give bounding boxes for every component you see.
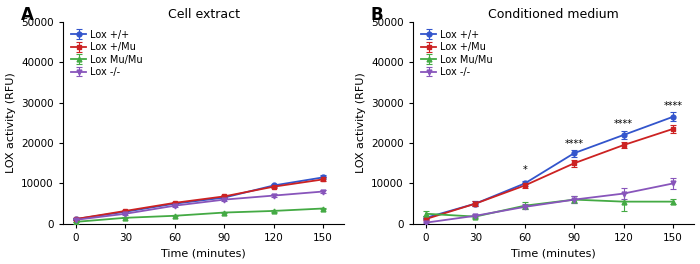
X-axis label: Time (minutes): Time (minutes): [161, 248, 246, 258]
Y-axis label: LOX activity (RFU): LOX activity (RFU): [6, 72, 15, 173]
Text: ****: ****: [614, 119, 633, 129]
Title: Conditioned medium: Conditioned medium: [488, 8, 619, 21]
Text: B: B: [370, 6, 383, 24]
Text: A: A: [20, 6, 34, 24]
Legend: Lox +/+, Lox +/Mu, Lox Mu/Mu, Lox -/-: Lox +/+, Lox +/Mu, Lox Mu/Mu, Lox -/-: [71, 29, 144, 78]
Text: ****: ****: [664, 101, 682, 111]
Legend: Lox +/+, Lox +/Mu, Lox Mu/Mu, Lox -/-: Lox +/+, Lox +/Mu, Lox Mu/Mu, Lox -/-: [421, 29, 494, 78]
Text: ****: ****: [565, 139, 584, 149]
X-axis label: Time (minutes): Time (minutes): [511, 248, 596, 258]
Y-axis label: LOX activity (RFU): LOX activity (RFU): [356, 72, 365, 173]
Title: Cell extract: Cell extract: [167, 8, 239, 21]
Text: *: *: [522, 165, 527, 175]
